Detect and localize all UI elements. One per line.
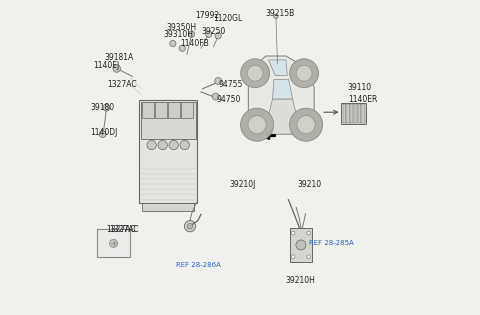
Bar bbox=[156, 102, 167, 118]
Circle shape bbox=[247, 65, 263, 81]
Bar bbox=[341, 103, 366, 124]
Circle shape bbox=[215, 33, 221, 39]
Text: 39210J: 39210J bbox=[229, 180, 255, 189]
Text: 39210H: 39210H bbox=[285, 276, 315, 285]
Bar bbox=[168, 102, 180, 118]
Text: 1327AC: 1327AC bbox=[109, 225, 139, 234]
Circle shape bbox=[274, 14, 278, 19]
Circle shape bbox=[240, 59, 269, 88]
Bar bbox=[343, 104, 346, 123]
Circle shape bbox=[289, 108, 323, 141]
Text: 94750: 94750 bbox=[216, 95, 241, 104]
Text: 17992: 17992 bbox=[195, 11, 219, 20]
Circle shape bbox=[248, 116, 266, 134]
Text: 1327AC: 1327AC bbox=[107, 225, 136, 234]
Bar bbox=[143, 102, 155, 118]
Text: 39250: 39250 bbox=[201, 26, 225, 36]
Text: 1327AC: 1327AC bbox=[108, 80, 137, 89]
Text: 39350H: 39350H bbox=[167, 23, 197, 32]
Circle shape bbox=[113, 65, 120, 72]
Bar bbox=[361, 104, 365, 123]
Text: 1140FB: 1140FB bbox=[180, 39, 209, 48]
Bar bbox=[350, 104, 353, 123]
Circle shape bbox=[180, 140, 190, 150]
Circle shape bbox=[189, 31, 195, 37]
Circle shape bbox=[179, 45, 185, 51]
Bar bbox=[347, 104, 349, 123]
Circle shape bbox=[205, 31, 212, 37]
Circle shape bbox=[99, 131, 106, 138]
Circle shape bbox=[307, 255, 311, 259]
Text: 39215B: 39215B bbox=[265, 9, 294, 18]
Polygon shape bbox=[248, 56, 314, 134]
Circle shape bbox=[296, 65, 312, 81]
Circle shape bbox=[103, 104, 110, 111]
Circle shape bbox=[170, 40, 176, 47]
Bar bbox=[97, 229, 130, 257]
Text: 1120GL: 1120GL bbox=[214, 14, 243, 23]
Circle shape bbox=[289, 59, 319, 88]
Text: 1140EJ: 1140EJ bbox=[93, 61, 120, 70]
Circle shape bbox=[297, 116, 315, 134]
Circle shape bbox=[212, 93, 219, 100]
Circle shape bbox=[158, 140, 168, 150]
Circle shape bbox=[169, 140, 179, 150]
Circle shape bbox=[291, 231, 295, 235]
Bar bbox=[141, 102, 195, 139]
Circle shape bbox=[187, 223, 193, 229]
Bar bbox=[354, 104, 357, 123]
Text: 39310H: 39310H bbox=[164, 30, 193, 39]
Circle shape bbox=[291, 255, 295, 259]
Text: 94755: 94755 bbox=[218, 80, 242, 89]
Bar bbox=[139, 100, 197, 203]
Circle shape bbox=[307, 231, 311, 235]
Bar bbox=[143, 203, 194, 211]
Text: 39210: 39210 bbox=[298, 180, 322, 189]
Text: REF 28-285A: REF 28-285A bbox=[309, 240, 353, 246]
Bar bbox=[358, 104, 361, 123]
Text: 39181A: 39181A bbox=[104, 53, 133, 62]
Text: 39180: 39180 bbox=[90, 103, 114, 112]
Text: 1140DJ: 1140DJ bbox=[90, 128, 118, 137]
Circle shape bbox=[184, 220, 196, 232]
Bar bbox=[290, 228, 312, 262]
Polygon shape bbox=[268, 60, 288, 76]
Circle shape bbox=[215, 77, 222, 84]
Circle shape bbox=[147, 140, 156, 150]
Circle shape bbox=[296, 240, 306, 250]
Polygon shape bbox=[273, 79, 293, 99]
Polygon shape bbox=[264, 99, 301, 134]
Text: 39110: 39110 bbox=[348, 83, 372, 92]
Text: 1140ER: 1140ER bbox=[348, 95, 377, 104]
Circle shape bbox=[109, 239, 118, 247]
Circle shape bbox=[240, 108, 274, 141]
Bar bbox=[181, 102, 193, 118]
Text: REF 28-286A: REF 28-286A bbox=[176, 262, 221, 268]
